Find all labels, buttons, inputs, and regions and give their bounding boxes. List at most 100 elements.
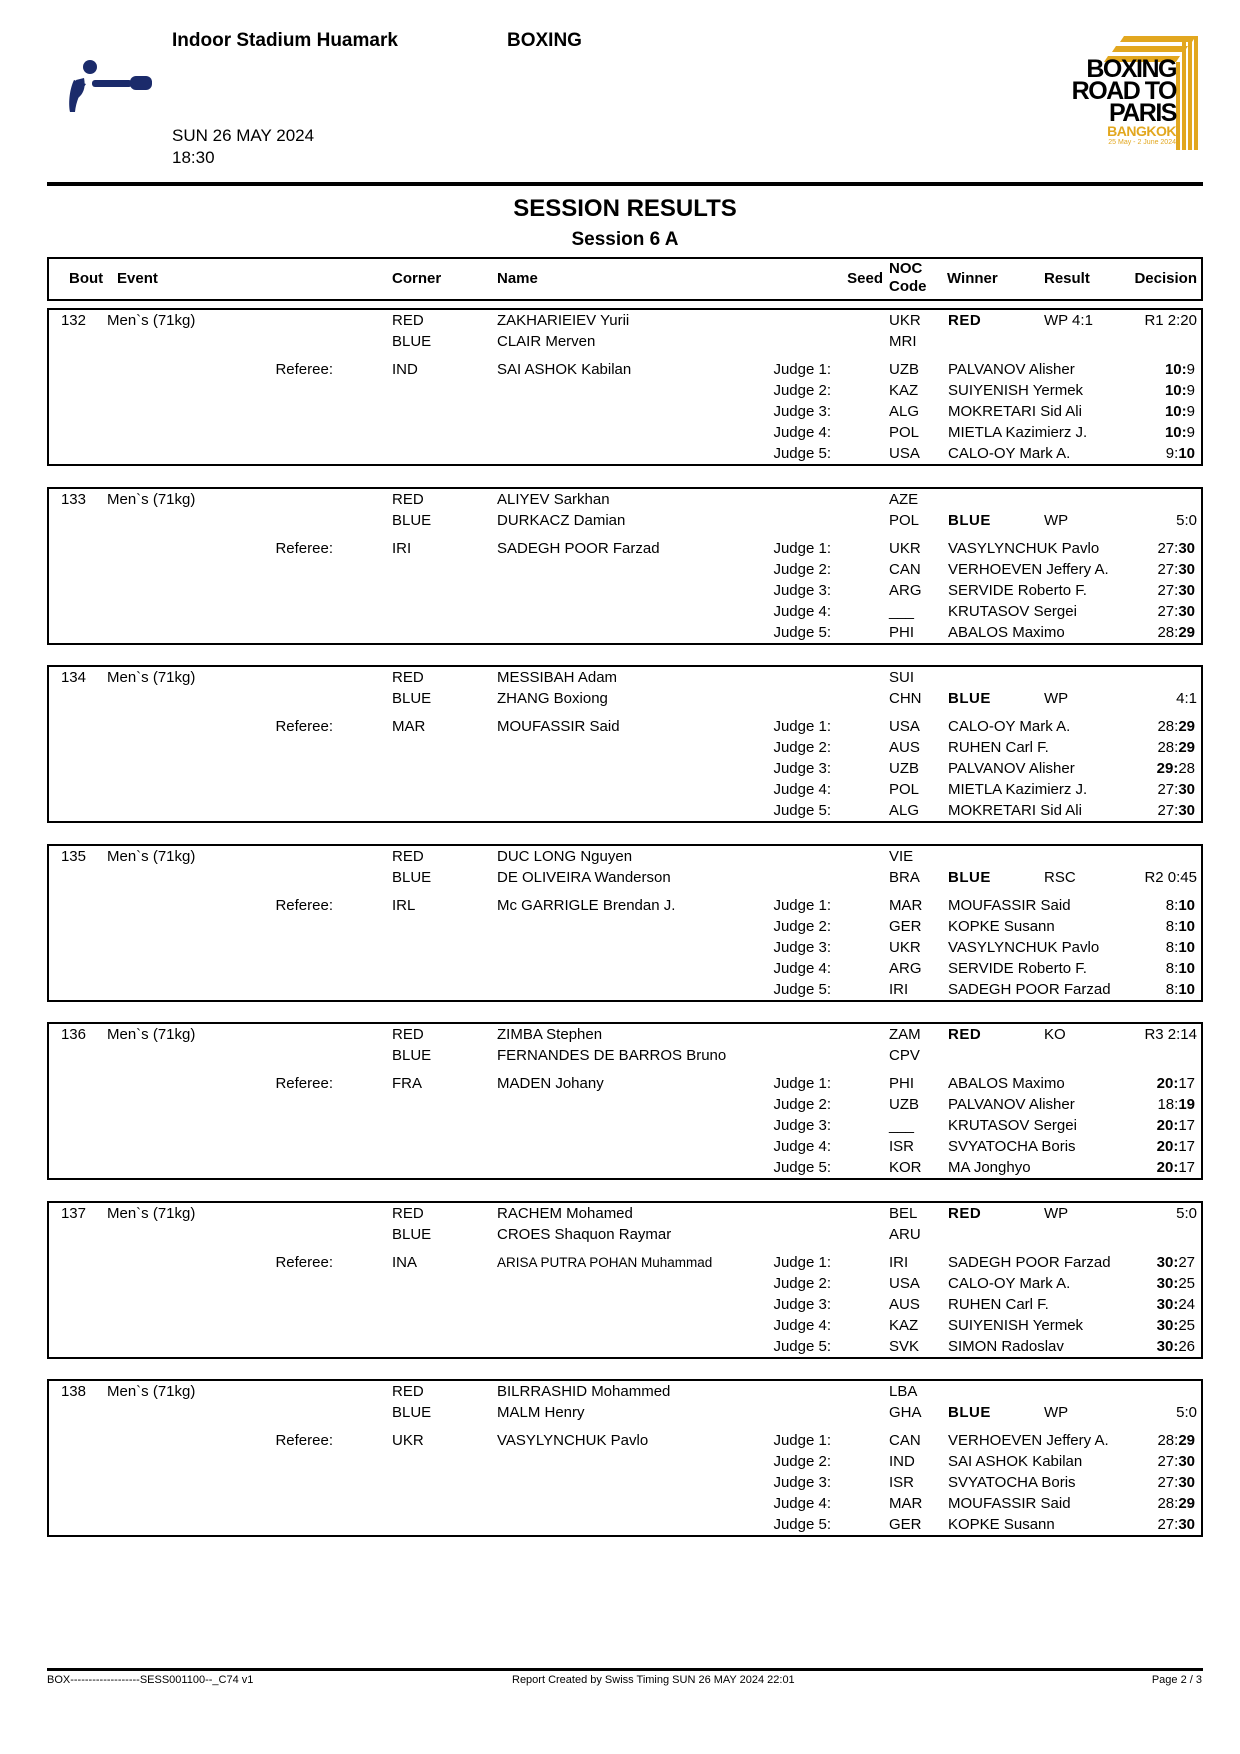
judge-noc: KOR bbox=[889, 1159, 922, 1176]
judge-score: 27:30 bbox=[1157, 781, 1195, 799]
judge-noc: CAN bbox=[889, 1432, 921, 1449]
judge-name: VASYLYNCHUK Pavlo bbox=[948, 540, 1100, 557]
corner-blue: BLUE bbox=[392, 333, 432, 350]
score-red: 27 bbox=[1157, 1474, 1175, 1491]
event-name: Men`s (71kg) bbox=[107, 312, 196, 329]
score-separator: : bbox=[1174, 939, 1179, 956]
judge-name: MA Jonghyo bbox=[948, 1159, 1031, 1176]
judge-name: RUHEN Carl F. bbox=[948, 739, 1049, 756]
referee-noc: MAR bbox=[392, 718, 426, 735]
judge-score: 20:17 bbox=[1157, 1159, 1195, 1177]
score-blue: 17 bbox=[1178, 1138, 1195, 1155]
blue-boxer-noc: GHA bbox=[889, 1404, 922, 1421]
blue-boxer-noc: POL bbox=[889, 512, 920, 529]
score-red: 18 bbox=[1157, 1096, 1175, 1113]
event-name: Men`s (71kg) bbox=[107, 491, 196, 508]
referee-name: ARISA PUTRA POHAN Muhammad bbox=[497, 1255, 713, 1270]
session-date: SUN 26 MAY 2024 bbox=[172, 126, 315, 145]
bout-block: 135 Men`s (71kg) RED BLUE DUC LONG Nguyen DE … bbox=[47, 844, 1203, 1002]
score-red: 27 bbox=[1157, 802, 1175, 819]
judge-name: CALO-OY Mark A. bbox=[948, 1275, 1071, 1292]
blue-boxer-noc: MRI bbox=[889, 333, 917, 350]
col-corner: Corner bbox=[392, 270, 442, 287]
judge-name: VERHOEVEN Jeffery A. bbox=[948, 1432, 1109, 1449]
judge-label: Judge 1: bbox=[773, 361, 831, 378]
judge-noc: PHI bbox=[889, 624, 915, 641]
page-title: SESSION RESULTS bbox=[513, 195, 737, 222]
judge-label: Judge 5: bbox=[773, 981, 831, 998]
judge-label: Judge 4: bbox=[773, 1138, 831, 1155]
referee-name: MOUFASSIR Said bbox=[497, 718, 620, 735]
judge-label: Judge 4: bbox=[773, 960, 831, 977]
judge-score: 30:27 bbox=[1157, 1254, 1195, 1272]
boxing-road-to-paris-logo: BOXING ROAD TO PARIS BANGKOK 25 May - 2 … bbox=[1054, 34, 1204, 154]
header-divider bbox=[47, 182, 1203, 186]
score-red: 28 bbox=[1157, 1495, 1175, 1512]
col-decision: Decision bbox=[1134, 270, 1197, 287]
red-boxer-noc: VIE bbox=[889, 848, 914, 865]
footer-page: Page 2 / 3 bbox=[1151, 1674, 1202, 1686]
referee-label: Referee: bbox=[275, 897, 333, 914]
score-blue: 29 bbox=[1178, 1432, 1195, 1449]
winner-corner: BLUE bbox=[948, 1404, 991, 1421]
score-blue: 27 bbox=[1178, 1254, 1195, 1271]
judge-name: KOPKE Susann bbox=[948, 1516, 1055, 1533]
judge-label: Judge 4: bbox=[773, 1317, 831, 1334]
judge-name: VERHOEVEN Jeffery A. bbox=[948, 561, 1109, 578]
blue-boxer-name: CROES Shaquon Raymar bbox=[497, 1226, 672, 1243]
score-blue: 10 bbox=[1178, 981, 1195, 998]
winner-corner: RED bbox=[948, 312, 982, 329]
judge-score: 9:10 bbox=[1166, 445, 1195, 463]
judge-label: Judge 1: bbox=[773, 718, 831, 735]
judge-name: ABALOS Maximo bbox=[948, 1075, 1065, 1092]
judge-name: MOKRETARI Sid Ali bbox=[948, 802, 1082, 819]
red-boxer-name: MESSIBAH Adam bbox=[497, 669, 618, 686]
judge-label: Judge 3: bbox=[773, 1474, 831, 1491]
judge-score: 27:30 bbox=[1157, 540, 1195, 558]
score-separator: : bbox=[1181, 424, 1187, 441]
red-boxer-name: ZAKHARIEIEV Yurii bbox=[497, 312, 630, 329]
judge-name: PALVANOV Alisher bbox=[948, 760, 1075, 777]
col-name: Name bbox=[497, 270, 538, 287]
judge-label: Judge 1: bbox=[773, 1254, 831, 1271]
judge-name: KOPKE Susann bbox=[948, 918, 1055, 935]
score-separator: : bbox=[1173, 1296, 1179, 1313]
winner-corner: RED bbox=[948, 1026, 982, 1043]
score-blue: 10 bbox=[1178, 939, 1195, 956]
score-blue: 28 bbox=[1178, 760, 1195, 777]
score-blue: 30 bbox=[1178, 540, 1195, 557]
judge-label: Judge 2: bbox=[773, 1096, 831, 1113]
judge-score: 30:26 bbox=[1157, 1338, 1195, 1356]
footer-code: BOX-------------------SESS001100--_C74 v… bbox=[47, 1674, 254, 1686]
referee-label: Referee: bbox=[275, 1254, 333, 1271]
judge-name: PALVANOV Alisher bbox=[948, 361, 1075, 378]
judge-name: SAI ASHOK Kabilan bbox=[948, 1453, 1083, 1470]
score-separator: : bbox=[1174, 1096, 1179, 1113]
referee-noc: IRL bbox=[392, 897, 416, 914]
corner-blue: BLUE bbox=[392, 1404, 432, 1421]
score-separator: : bbox=[1174, 918, 1179, 935]
judge-noc: USA bbox=[889, 718, 920, 735]
judge-name: SUIYENISH Yermek bbox=[948, 1317, 1084, 1334]
judge-noc: PHI bbox=[889, 1075, 915, 1092]
judge-label: Judge 2: bbox=[773, 918, 831, 935]
judge-noc: ___ bbox=[889, 603, 915, 620]
judge-noc: ALG bbox=[889, 403, 920, 420]
score-separator: : bbox=[1174, 981, 1179, 998]
corner-red: RED bbox=[392, 312, 424, 329]
judge-label: Judge 5: bbox=[773, 1338, 831, 1355]
bout-block: 134 Men`s (71kg) RED BLUE MESSIBAH Adam ZHANG… bbox=[47, 665, 1203, 823]
bout-block: 137 Men`s (71kg) RED BLUE RACHEM Mohamed CROE… bbox=[47, 1201, 1203, 1359]
judge-label: Judge 3: bbox=[773, 1296, 831, 1313]
event-name: Men`s (71kg) bbox=[107, 669, 196, 686]
score-red: 10 bbox=[1164, 424, 1182, 441]
referee-name: SADEGH POOR Farzad bbox=[497, 540, 660, 557]
bout-number: 134 bbox=[60, 669, 86, 686]
score-red: 20 bbox=[1156, 1117, 1174, 1134]
decision: 4:1 bbox=[1176, 690, 1197, 707]
score-blue: 30 bbox=[1178, 781, 1195, 798]
logo-line-2: ROAD TO bbox=[1071, 77, 1178, 105]
judge-name: CALO-OY Mark A. bbox=[948, 718, 1071, 735]
judge-score: 8:10 bbox=[1166, 897, 1195, 915]
red-boxer-noc: UKR bbox=[889, 312, 921, 329]
